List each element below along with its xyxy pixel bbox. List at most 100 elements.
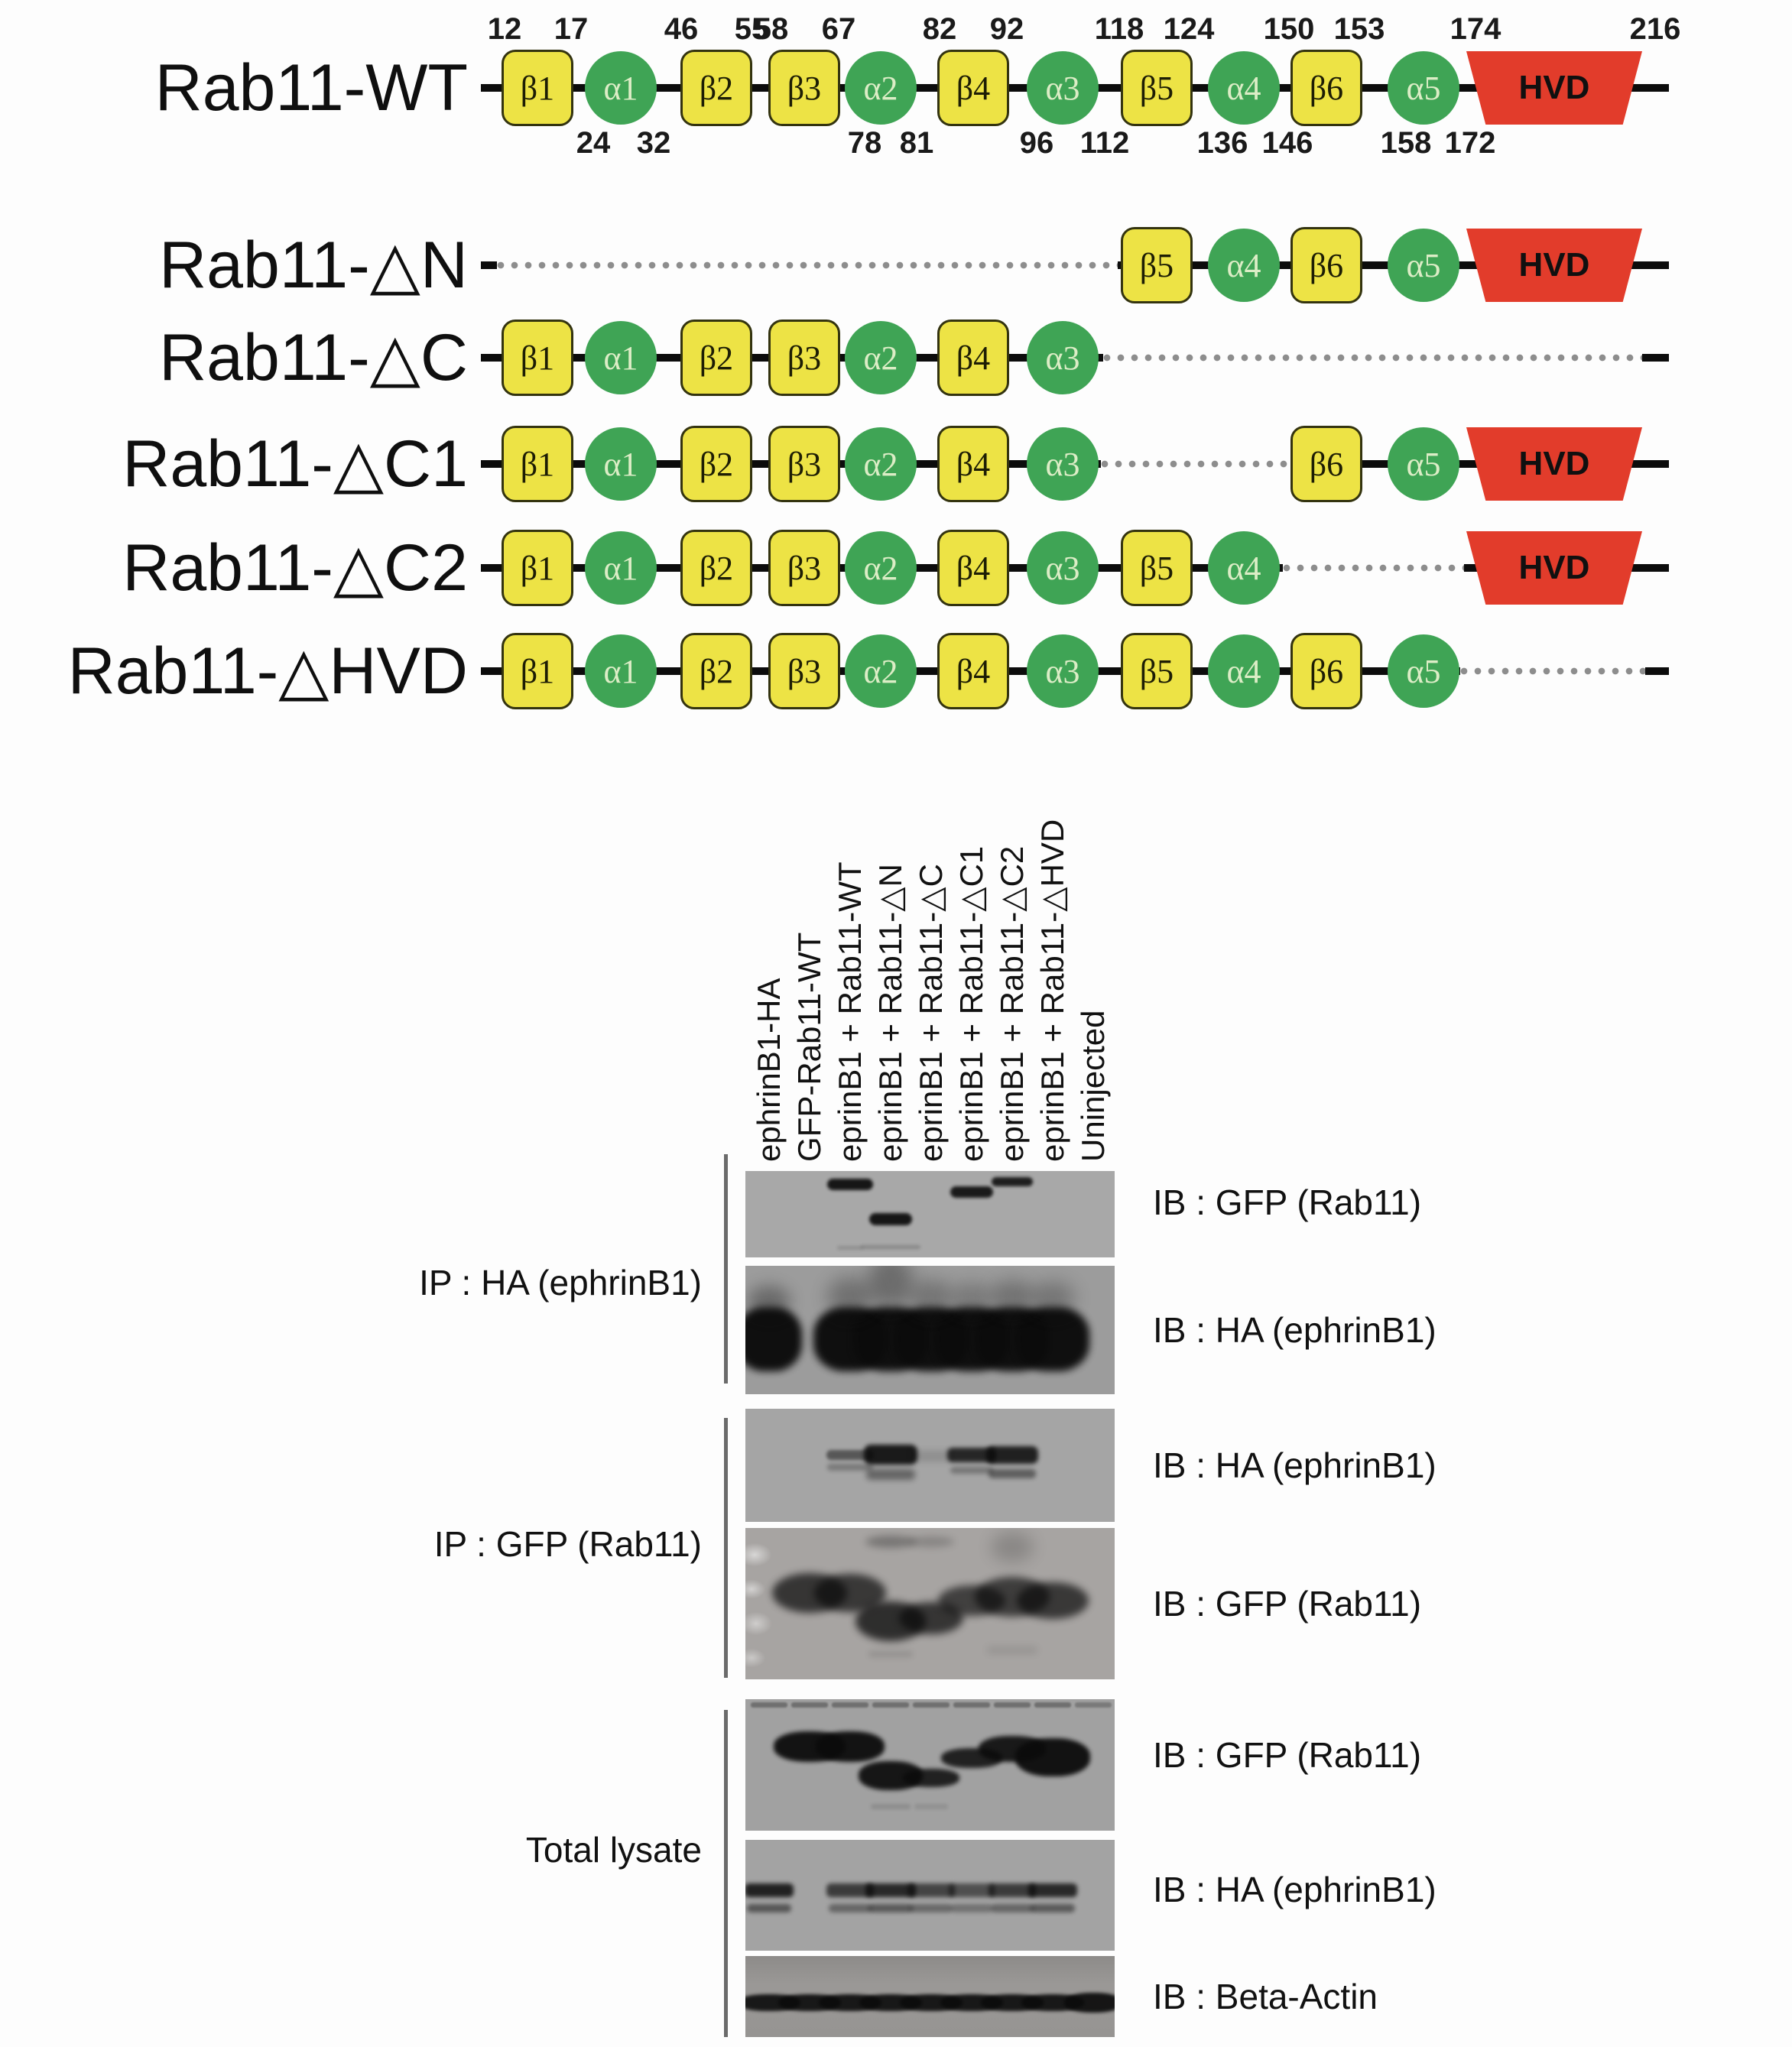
domain-a5-circle: α5 xyxy=(1388,634,1459,708)
blot-band xyxy=(745,1883,794,1897)
blot-band xyxy=(953,1702,990,1708)
backbone-line xyxy=(1642,354,1669,362)
domain-b5-box: β5 xyxy=(1121,50,1193,126)
blot-band xyxy=(745,1307,802,1371)
domain-a2-circle: α2 xyxy=(845,634,917,708)
ib-label: IB : GFP (Rab11) xyxy=(1153,1584,1422,1624)
residue-number: 136 xyxy=(1196,126,1248,160)
domain-b1-box: β1 xyxy=(502,426,573,502)
blot-band xyxy=(903,1769,959,1787)
residue-number: 158 xyxy=(1380,126,1432,160)
blot-band xyxy=(986,1446,1038,1464)
residue-number: 172 xyxy=(1444,126,1496,160)
lane-label: eprinB1 + Rab11-WT xyxy=(832,861,868,1162)
residue-number: 81 xyxy=(899,126,934,160)
domain-a3-circle: α3 xyxy=(1027,427,1099,501)
domain-a4-circle: α4 xyxy=(1208,531,1280,605)
deleted-region-dots xyxy=(1460,667,1645,675)
domain-b2-box: β2 xyxy=(680,50,752,126)
blot-panel-5 xyxy=(745,1699,1115,1831)
domain-b6-box: β6 xyxy=(1290,50,1362,126)
construct-label: Rab11-△C1 xyxy=(122,427,468,501)
blot-band xyxy=(748,1286,790,1316)
domain-a1-circle: α1 xyxy=(585,531,657,605)
blot-band xyxy=(989,1469,1036,1478)
residue-number: 146 xyxy=(1261,126,1313,160)
deleted-region-dots xyxy=(497,261,1118,269)
blot-band xyxy=(1064,1993,1115,2013)
group-divider-line xyxy=(724,1154,728,1384)
blot-band xyxy=(868,1904,913,1912)
lane-label: GFP-Rab11-WT xyxy=(791,932,827,1162)
domain-a1-circle: α1 xyxy=(585,321,657,394)
blot-band xyxy=(827,1277,873,1315)
blot-band xyxy=(871,1804,911,1809)
construct-label: Rab11-△N xyxy=(159,229,468,302)
ip-group-label: IP : GFP (Rab11) xyxy=(433,1524,702,1564)
blot-band xyxy=(829,1904,872,1912)
domain-hvd-trapezoid: HVD xyxy=(1466,229,1642,302)
domain-a1-circle: α1 xyxy=(585,51,657,125)
domain-b6-box: β6 xyxy=(1290,426,1362,502)
lane-label: eprinB1 + Rab11-△C1 xyxy=(953,845,989,1162)
domain-a4-circle: α4 xyxy=(1208,634,1280,708)
ib-label: IB : HA (ephrinB1) xyxy=(1153,1310,1437,1350)
blot-band xyxy=(869,1213,912,1225)
blot-band xyxy=(951,1904,992,1912)
domain-b4-box: β4 xyxy=(937,320,1009,396)
domain-a3-circle: α3 xyxy=(1027,51,1099,125)
blot-band xyxy=(791,1702,828,1708)
blot-band xyxy=(1031,1282,1075,1314)
residue-number: 32 xyxy=(636,126,671,160)
blot-band xyxy=(992,1177,1033,1186)
blot-band xyxy=(910,1280,953,1314)
blot-band xyxy=(910,1904,953,1912)
blot-band xyxy=(991,1280,1034,1312)
domain-a5-circle: α5 xyxy=(1388,51,1459,125)
blot-band xyxy=(868,1266,913,1308)
blot-panel-2 xyxy=(745,1266,1115,1394)
blot-band xyxy=(907,1883,955,1897)
domain-b2-box: β2 xyxy=(680,426,752,502)
domain-a4-circle: α4 xyxy=(1208,51,1280,125)
construct-label: Rab11-△C2 xyxy=(122,531,468,605)
lane-label: Uninjected xyxy=(1075,1010,1111,1162)
lane-label: eprinB1 + Rab11-△N xyxy=(872,864,908,1162)
lane-label: eprinB1 + Rab11-△HVD xyxy=(1034,819,1070,1162)
blot-band xyxy=(826,1450,874,1460)
blot-band xyxy=(816,1731,885,1762)
residue-number: 216 xyxy=(1629,12,1681,46)
residue-number: 96 xyxy=(1019,126,1054,160)
blot-band xyxy=(951,1283,992,1313)
blot-band xyxy=(987,1646,1037,1654)
ib-label: IB : HA (ephrinB1) xyxy=(1153,1445,1437,1485)
domain-a5-circle: α5 xyxy=(1388,229,1459,302)
blot-panel-7 xyxy=(745,1956,1115,2037)
domain-a3-circle: α3 xyxy=(1027,531,1099,605)
blot-band xyxy=(1028,1883,1077,1897)
construct-label: Rab11-△C xyxy=(159,321,468,394)
blot-band xyxy=(865,1536,916,1548)
domain-b2-box: β2 xyxy=(680,530,752,606)
blot-panel-3 xyxy=(745,1409,1115,1522)
residue-number: 82 xyxy=(922,12,957,46)
construct-label: Rab11-WT xyxy=(154,51,468,125)
blot-band xyxy=(908,1536,954,1547)
domain-b1-box: β1 xyxy=(502,50,573,126)
ib-label: IB : HA (ephrinB1) xyxy=(1153,1870,1437,1909)
domain-a2-circle: α2 xyxy=(845,427,917,501)
domain-a5-circle: α5 xyxy=(1388,427,1459,501)
domain-b5-box: β5 xyxy=(1121,227,1193,303)
deleted-region-dots xyxy=(1283,564,1464,572)
residue-number: 150 xyxy=(1263,12,1315,46)
domain-b4-box: β4 xyxy=(937,530,1009,606)
blot-band xyxy=(827,1464,873,1471)
domain-b3-box: β3 xyxy=(768,50,840,126)
ip-group-label: Total lysate xyxy=(525,1830,702,1870)
blot-band xyxy=(1015,1738,1090,1776)
blot-band xyxy=(1034,1702,1071,1708)
ib-label: IB : GFP (Rab11) xyxy=(1153,1735,1422,1775)
residue-number: 12 xyxy=(487,12,522,46)
blot-band xyxy=(864,1445,917,1465)
residue-number: 78 xyxy=(847,126,882,160)
